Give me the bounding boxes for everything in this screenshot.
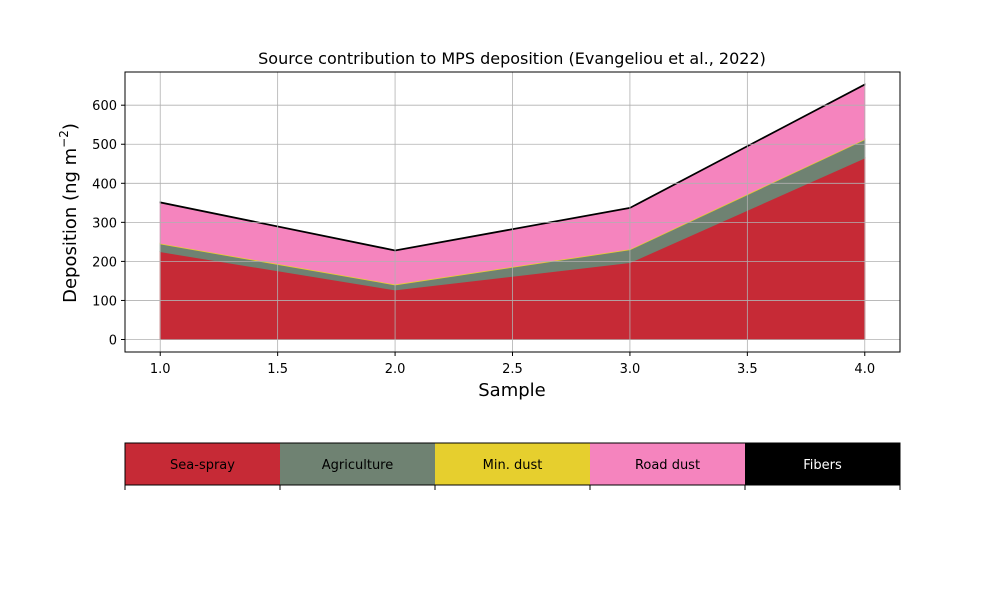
y-tick-label: 300	[92, 216, 117, 231]
x-tick-label: 4.0	[854, 362, 875, 377]
y-tick-label: 100	[92, 294, 117, 309]
legend-label-agriculture: Agriculture	[322, 458, 394, 473]
x-tick-label: 2.0	[385, 362, 406, 377]
y-tick-label: 0	[109, 334, 117, 349]
x-tick-label: 2.5	[502, 362, 523, 377]
y-tick-label: 600	[92, 99, 117, 114]
legend-swatch-min-dust	[435, 443, 590, 485]
legend-label-road-dust: Road dust	[635, 458, 700, 473]
legend-swatch-fibers	[745, 443, 900, 485]
legend-frame	[124, 442, 901, 486]
x-tick-label: 1.5	[267, 362, 288, 377]
legend-label-min-dust: Min. dust	[483, 458, 543, 473]
chart-title: Source contribution to MPS deposition (E…	[258, 49, 766, 68]
y-axis-title: Deposition (ng m−2)	[57, 123, 81, 303]
y-tick-label: 500	[92, 138, 117, 153]
legend-label-sea-spray: Sea-spray	[170, 458, 235, 473]
legend-swatch-agriculture	[280, 443, 435, 485]
x-tick-label: 3.0	[620, 362, 641, 377]
legend: Sea-spray Agriculture Min. dust Road dust Fi…	[124, 442, 901, 490]
y-tick-label: 200	[92, 255, 117, 270]
x-tick-label: 1.0	[150, 362, 171, 377]
legend-swatch-road-dust	[590, 443, 745, 485]
plot-area: 1.0 1.5 2.0 2.5 3.0 3.5 4.0 0 100 200 300 400 500 600	[92, 71, 901, 377]
y-tick-label: 400	[92, 177, 117, 192]
legend-swatch-sea-spray	[125, 443, 280, 485]
y-axis-title-close: )	[60, 123, 81, 130]
y-axis-title-sup: −2	[57, 130, 71, 148]
legend-label-fibers: Fibers	[803, 458, 842, 473]
y-axis-title-main: Deposition (ng m	[60, 148, 81, 303]
x-tick-label: 3.5	[737, 362, 758, 377]
x-axis-title: Sample	[478, 380, 546, 401]
